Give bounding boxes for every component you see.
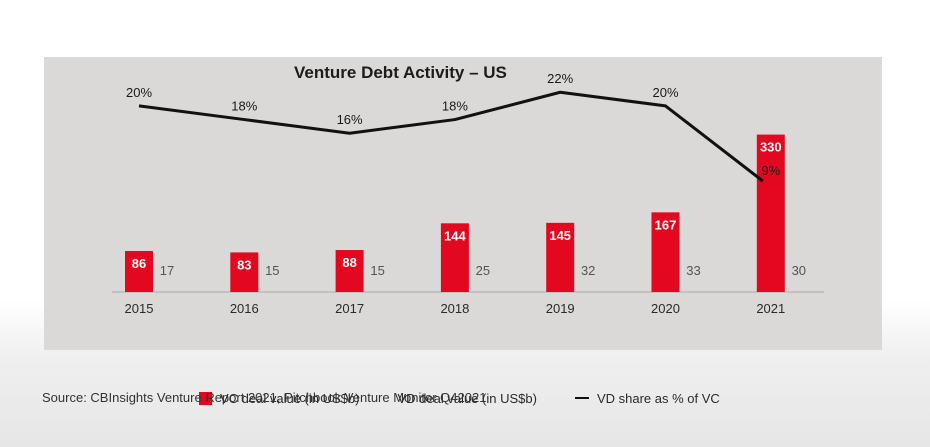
vc-value-label-2020: 167 bbox=[655, 217, 677, 232]
vd-value-label-2020: 33 bbox=[686, 263, 700, 278]
vd-value-label-2015: 17 bbox=[160, 263, 174, 278]
chart-svg: Venture Debt Activity – US 86 17 2015 83 15 2… bbox=[112, 63, 824, 316]
vc-bar-2020 bbox=[651, 212, 680, 292]
share-label-2019: 22% bbox=[547, 71, 573, 86]
legend-vd-label: VD deal value (in US$b) bbox=[397, 390, 537, 406]
legend-vd: VD deal value (in US$b) bbox=[397, 391, 536, 406]
labels-layer: 86 17 2015 83 15 2016 88 15 2017 144 25 2018 145 32 20… bbox=[125, 71, 806, 316]
share-label-2017: 16% bbox=[337, 112, 363, 127]
chart-panel: Venture Debt Activity – US 86 17 2015 83 15 2… bbox=[44, 57, 882, 406]
x-tick-label-2019: 2019 bbox=[546, 301, 575, 316]
x-tick-label-2016: 2016 bbox=[230, 301, 259, 316]
x-tick-label-2015: 2015 bbox=[125, 301, 154, 316]
vc-bar-2017 bbox=[335, 250, 364, 292]
vc-bar-2019 bbox=[546, 222, 575, 292]
vd-value-label-2021: 30 bbox=[792, 263, 806, 278]
line-layer bbox=[138, 90, 764, 183]
vc-value-label-2021: 330 bbox=[760, 140, 782, 155]
legend-share: VD share as % of VC bbox=[574, 390, 720, 406]
vc-bar-2021 bbox=[756, 134, 785, 292]
vc-value-label-2017: 88 bbox=[342, 255, 356, 270]
x-tick-label-2017: 2017 bbox=[335, 301, 364, 316]
share-label-2021: 9% bbox=[761, 163, 780, 178]
vd-value-label-2018: 25 bbox=[476, 263, 490, 278]
vc-value-label-2016: 83 bbox=[237, 257, 251, 272]
share-label-2016: 18% bbox=[231, 99, 257, 114]
share-label-2015: 20% bbox=[126, 85, 152, 100]
legend-vc: VC deal value (in US$b) bbox=[199, 391, 359, 406]
vc-value-label-2019: 145 bbox=[549, 228, 571, 243]
vc-bar-2015 bbox=[125, 250, 153, 292]
bars-layer bbox=[125, 134, 785, 292]
vd-share-line bbox=[138, 90, 764, 183]
chart-title: Venture Debt Activity – US bbox=[294, 63, 507, 82]
x-tick-label-2020: 2020 bbox=[651, 301, 680, 316]
share-label-2020: 20% bbox=[652, 85, 678, 100]
vd-value-label-2016: 15 bbox=[265, 263, 279, 278]
vd-value-label-2017: 15 bbox=[370, 263, 384, 278]
vc-value-label-2018: 144 bbox=[444, 228, 466, 243]
legend: VC deal value (in US$b) VD deal value (in… bbox=[199, 388, 720, 408]
vc-bar-2016 bbox=[230, 252, 259, 292]
x-tick-label-2021: 2021 bbox=[756, 301, 785, 316]
legend-vc-swatch bbox=[199, 391, 212, 405]
legend-vc-label: VC deal value (in US$b) bbox=[220, 390, 360, 406]
legend-share-label: VD share as % of VC bbox=[596, 390, 720, 406]
x-tick-label-2018: 2018 bbox=[440, 301, 469, 316]
vc-bar-2018 bbox=[440, 223, 469, 292]
share-label-2018: 18% bbox=[442, 99, 468, 114]
vd-value-label-2019: 32 bbox=[581, 263, 595, 278]
legend-share-swatch bbox=[574, 397, 589, 399]
vc-value-label-2015: 86 bbox=[132, 256, 146, 271]
source-note: Source: CBInsights Venture Report 2021, … bbox=[42, 390, 487, 405]
